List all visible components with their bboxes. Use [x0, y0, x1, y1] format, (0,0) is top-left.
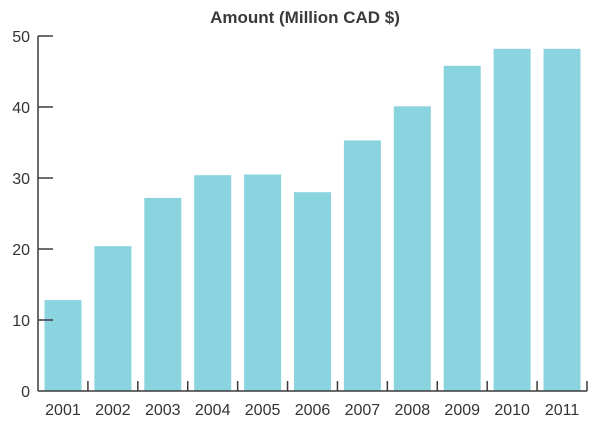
x-tick-label: 2004: [195, 402, 231, 419]
chart-title: Amount (Million CAD $): [210, 8, 400, 27]
bar-2005: [244, 174, 282, 391]
x-tick-label: 2007: [345, 402, 381, 419]
x-tick-label: 2003: [145, 402, 181, 419]
y-tick-label: 50: [12, 29, 30, 46]
x-tick-label: 2001: [45, 402, 81, 419]
bar-2010: [493, 48, 531, 392]
bar-2006: [294, 192, 331, 391]
bar-2003: [144, 197, 182, 391]
bar-2009: [443, 65, 481, 392]
x-tick-label: 2009: [444, 402, 480, 419]
y-ticks-group: 0 10 20 30 40 50: [12, 29, 53, 401]
y-tick-label: 0: [21, 384, 30, 401]
bars-group: [44, 48, 581, 392]
y-tick-label: 40: [12, 100, 30, 117]
x-tick-label: 2002: [95, 402, 131, 419]
bar-2007: [343, 140, 381, 391]
bar-2001: [44, 300, 82, 391]
x-tick-label: 2006: [295, 402, 331, 419]
bar-2002: [94, 246, 132, 391]
y-tick-label: 30: [12, 171, 30, 188]
x-tick-label: 2010: [494, 402, 530, 419]
x-tick-label: 2008: [395, 402, 431, 419]
x-ticks-group: 2001 2002 2003 2004 2005 2006 2007 2008 2009 2010…: [45, 381, 588, 419]
bar-2004: [194, 175, 232, 391]
axes-group: [37, 36, 587, 392]
bar-2011: [543, 48, 581, 392]
bar-2008: [393, 106, 431, 392]
y-tick-label: 10: [12, 313, 30, 330]
x-tick-label: 2011: [545, 402, 580, 419]
x-tick-label: 2005: [245, 402, 281, 419]
y-tick-label: 20: [12, 242, 30, 259]
